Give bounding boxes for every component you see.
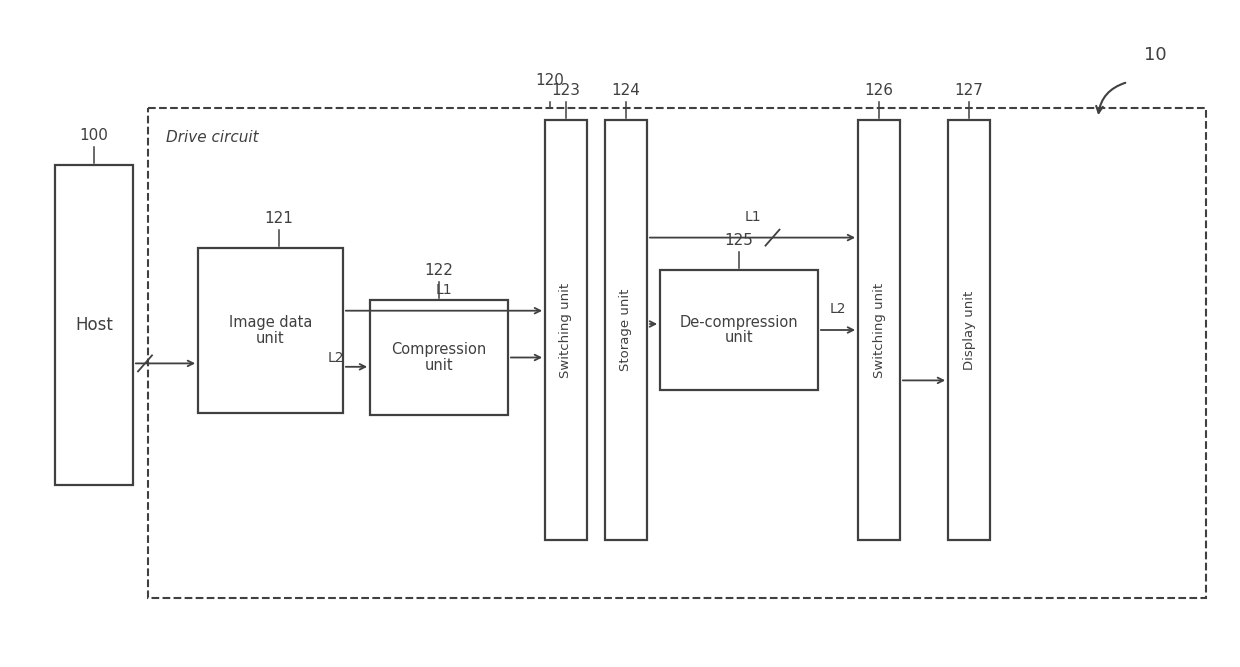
Text: 121: 121 (264, 211, 293, 226)
Text: 123: 123 (552, 83, 580, 98)
Text: 124: 124 (611, 83, 640, 98)
Text: 125: 125 (724, 233, 754, 248)
Bar (660, 270, 818, 390)
Text: L2: L2 (329, 351, 345, 365)
Text: Compression: Compression (392, 342, 486, 357)
FancyArrowPatch shape (1096, 83, 1126, 113)
Text: Image data: Image data (229, 315, 312, 330)
Text: L2: L2 (830, 302, 846, 316)
Bar (949, 120, 990, 540)
Text: unit: unit (724, 331, 754, 346)
Text: 122: 122 (424, 263, 454, 278)
Text: 126: 126 (864, 83, 894, 98)
Text: Host: Host (76, 316, 113, 334)
Text: 120: 120 (536, 73, 564, 88)
Text: Storage unit: Storage unit (620, 289, 632, 372)
Text: Drive circuit: Drive circuit (166, 130, 259, 145)
Bar (148, 108, 1207, 598)
Bar (858, 120, 900, 540)
Text: 10: 10 (1143, 46, 1167, 64)
Text: 100: 100 (79, 128, 108, 143)
Text: Display unit: Display unit (962, 290, 976, 370)
Text: unit: unit (257, 331, 285, 346)
Text: Switching unit: Switching unit (559, 282, 573, 378)
Bar (370, 300, 508, 415)
Text: L1: L1 (435, 283, 453, 297)
Text: De-compression: De-compression (680, 315, 799, 329)
Bar (55, 165, 133, 485)
Bar (546, 120, 587, 540)
Bar (605, 120, 647, 540)
Text: Switching unit: Switching unit (873, 282, 885, 378)
Text: unit: unit (424, 358, 454, 373)
Text: L1: L1 (744, 209, 761, 223)
Text: 127: 127 (955, 83, 983, 98)
Bar (198, 248, 343, 413)
